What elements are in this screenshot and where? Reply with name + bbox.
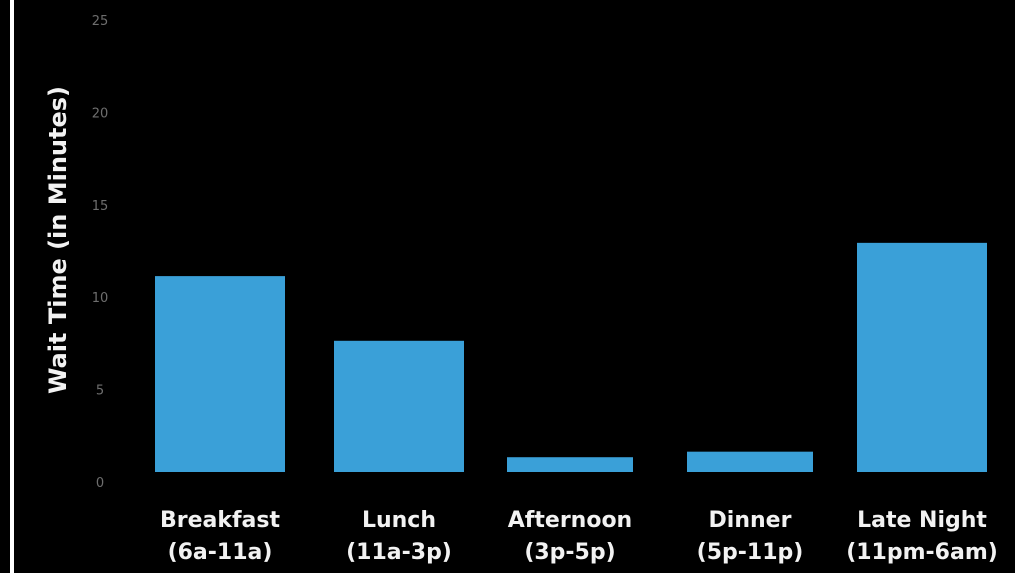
y-tick-labels: 0 5 10 15 20 25 xyxy=(92,14,109,491)
category-range-label: (11a-3p) xyxy=(346,540,452,565)
y-tick-label: 15 xyxy=(92,199,109,214)
category-label: Lunch xyxy=(362,508,436,533)
y-tick-label: 25 xyxy=(92,14,109,29)
bar xyxy=(687,451,813,472)
y-tick-label: 0 xyxy=(96,476,104,491)
category-range-label: (11pm-6am) xyxy=(846,540,998,565)
category-range-label: (3p-5p) xyxy=(524,540,615,565)
category-label: Afternoon xyxy=(508,508,632,533)
y-axis-title: Wait Time (in Minutes) xyxy=(44,86,72,394)
category-label: Late Night xyxy=(857,508,987,533)
y-tick-label: 10 xyxy=(92,291,109,306)
bar xyxy=(507,457,633,472)
category-range-label: (5p-11p) xyxy=(697,540,804,565)
bars xyxy=(155,242,987,472)
bar xyxy=(334,340,464,472)
bar xyxy=(155,276,285,472)
category-labels: Breakfast (6a-11a) Lunch (11a-3p) Afternoon (… xyxy=(160,508,998,565)
bar xyxy=(857,242,987,472)
category-range-label: (6a-11a) xyxy=(168,540,273,565)
category-label: Breakfast xyxy=(160,508,281,533)
category-label: Dinner xyxy=(709,508,792,533)
y-tick-label: 5 xyxy=(96,384,104,399)
y-tick-label: 20 xyxy=(92,106,109,121)
